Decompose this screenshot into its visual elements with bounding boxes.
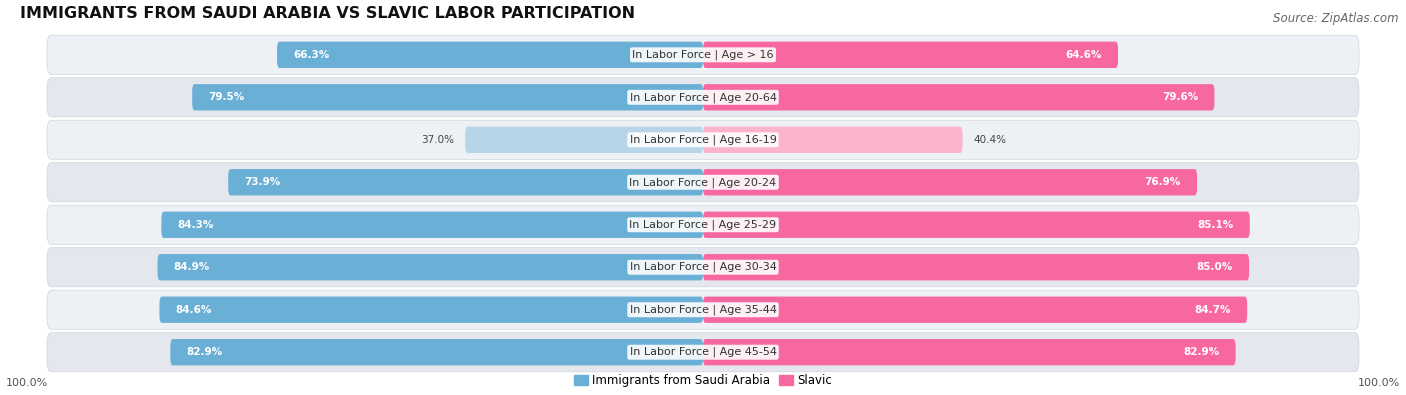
FancyBboxPatch shape [170,339,703,365]
FancyBboxPatch shape [46,163,1360,202]
Text: IMMIGRANTS FROM SAUDI ARABIA VS SLAVIC LABOR PARTICIPATION: IMMIGRANTS FROM SAUDI ARABIA VS SLAVIC L… [20,6,636,21]
FancyBboxPatch shape [703,297,1247,323]
FancyBboxPatch shape [157,254,703,280]
Text: 76.9%: 76.9% [1144,177,1181,187]
Text: 73.9%: 73.9% [245,177,281,187]
Text: In Labor Force | Age 35-44: In Labor Force | Age 35-44 [630,305,776,315]
Text: In Labor Force | Age > 16: In Labor Force | Age > 16 [633,49,773,60]
Text: In Labor Force | Age 25-29: In Labor Force | Age 25-29 [630,220,776,230]
Text: 82.9%: 82.9% [1184,347,1219,357]
FancyBboxPatch shape [703,169,1197,196]
Text: In Labor Force | Age 20-24: In Labor Force | Age 20-24 [630,177,776,188]
FancyBboxPatch shape [46,248,1360,287]
FancyBboxPatch shape [46,78,1360,117]
Text: 82.9%: 82.9% [187,347,222,357]
Text: In Labor Force | Age 20-64: In Labor Force | Age 20-64 [630,92,776,103]
FancyBboxPatch shape [703,339,1236,365]
Text: 79.5%: 79.5% [208,92,245,102]
Text: 85.1%: 85.1% [1198,220,1233,230]
Text: 79.6%: 79.6% [1161,92,1198,102]
Text: 84.3%: 84.3% [177,220,214,230]
FancyBboxPatch shape [228,169,703,196]
FancyBboxPatch shape [46,35,1360,74]
FancyBboxPatch shape [703,84,1215,111]
FancyBboxPatch shape [193,84,703,111]
FancyBboxPatch shape [703,127,963,153]
Text: 64.6%: 64.6% [1066,50,1102,60]
FancyBboxPatch shape [465,127,703,153]
Text: 85.0%: 85.0% [1197,262,1233,272]
Text: Source: ZipAtlas.com: Source: ZipAtlas.com [1274,12,1399,25]
Text: 37.0%: 37.0% [422,135,454,145]
FancyBboxPatch shape [703,254,1249,280]
Text: 40.4%: 40.4% [973,135,1007,145]
FancyBboxPatch shape [46,290,1360,329]
FancyBboxPatch shape [703,41,1118,68]
Text: In Labor Force | Age 45-54: In Labor Force | Age 45-54 [630,347,776,357]
Text: 84.7%: 84.7% [1195,305,1232,315]
FancyBboxPatch shape [162,212,703,238]
Text: In Labor Force | Age 30-34: In Labor Force | Age 30-34 [630,262,776,273]
FancyBboxPatch shape [159,297,703,323]
FancyBboxPatch shape [46,333,1360,372]
Text: In Labor Force | Age 16-19: In Labor Force | Age 16-19 [630,135,776,145]
Legend: Immigrants from Saudi Arabia, Slavic: Immigrants from Saudi Arabia, Slavic [569,370,837,392]
Text: 84.9%: 84.9% [174,262,209,272]
FancyBboxPatch shape [46,120,1360,159]
FancyBboxPatch shape [703,212,1250,238]
Text: 84.6%: 84.6% [176,305,212,315]
Text: 66.3%: 66.3% [294,50,329,60]
FancyBboxPatch shape [277,41,703,68]
FancyBboxPatch shape [46,205,1360,244]
